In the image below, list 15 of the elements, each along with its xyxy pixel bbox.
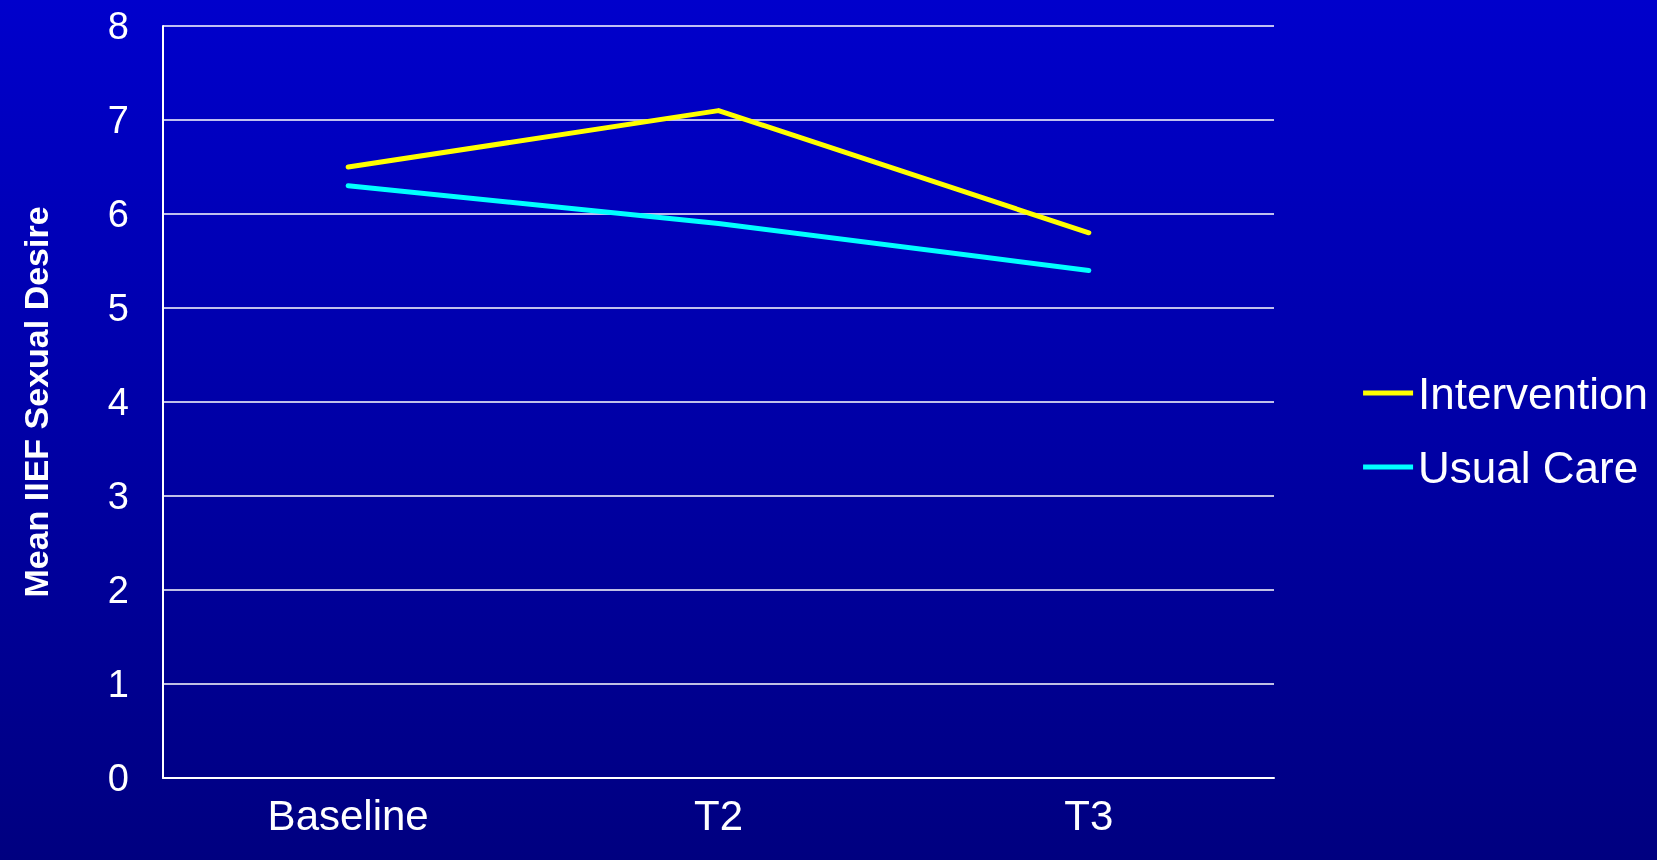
legend-label: Usual Care — [1418, 442, 1639, 492]
y-tick-label: 1 — [107, 663, 129, 705]
y-tick-label: 4 — [107, 381, 129, 423]
y-tick-label: 7 — [107, 99, 129, 141]
x-tick-label: T2 — [693, 791, 744, 839]
y-tick-label: 2 — [107, 569, 129, 611]
y-tick-label: 6 — [107, 193, 129, 235]
x-tick-label: T3 — [1064, 791, 1114, 839]
x-tick-label: Baseline — [267, 791, 429, 839]
y-tick-label: 0 — [107, 757, 129, 799]
y-tick-label: 3 — [107, 475, 129, 517]
y-axis-title: Mean IIEF Sexual Desire — [17, 206, 55, 598]
y-tick-label: 8 — [107, 5, 129, 47]
legend-label: Intervention — [1418, 368, 1649, 418]
y-tick-label: 5 — [107, 287, 129, 329]
